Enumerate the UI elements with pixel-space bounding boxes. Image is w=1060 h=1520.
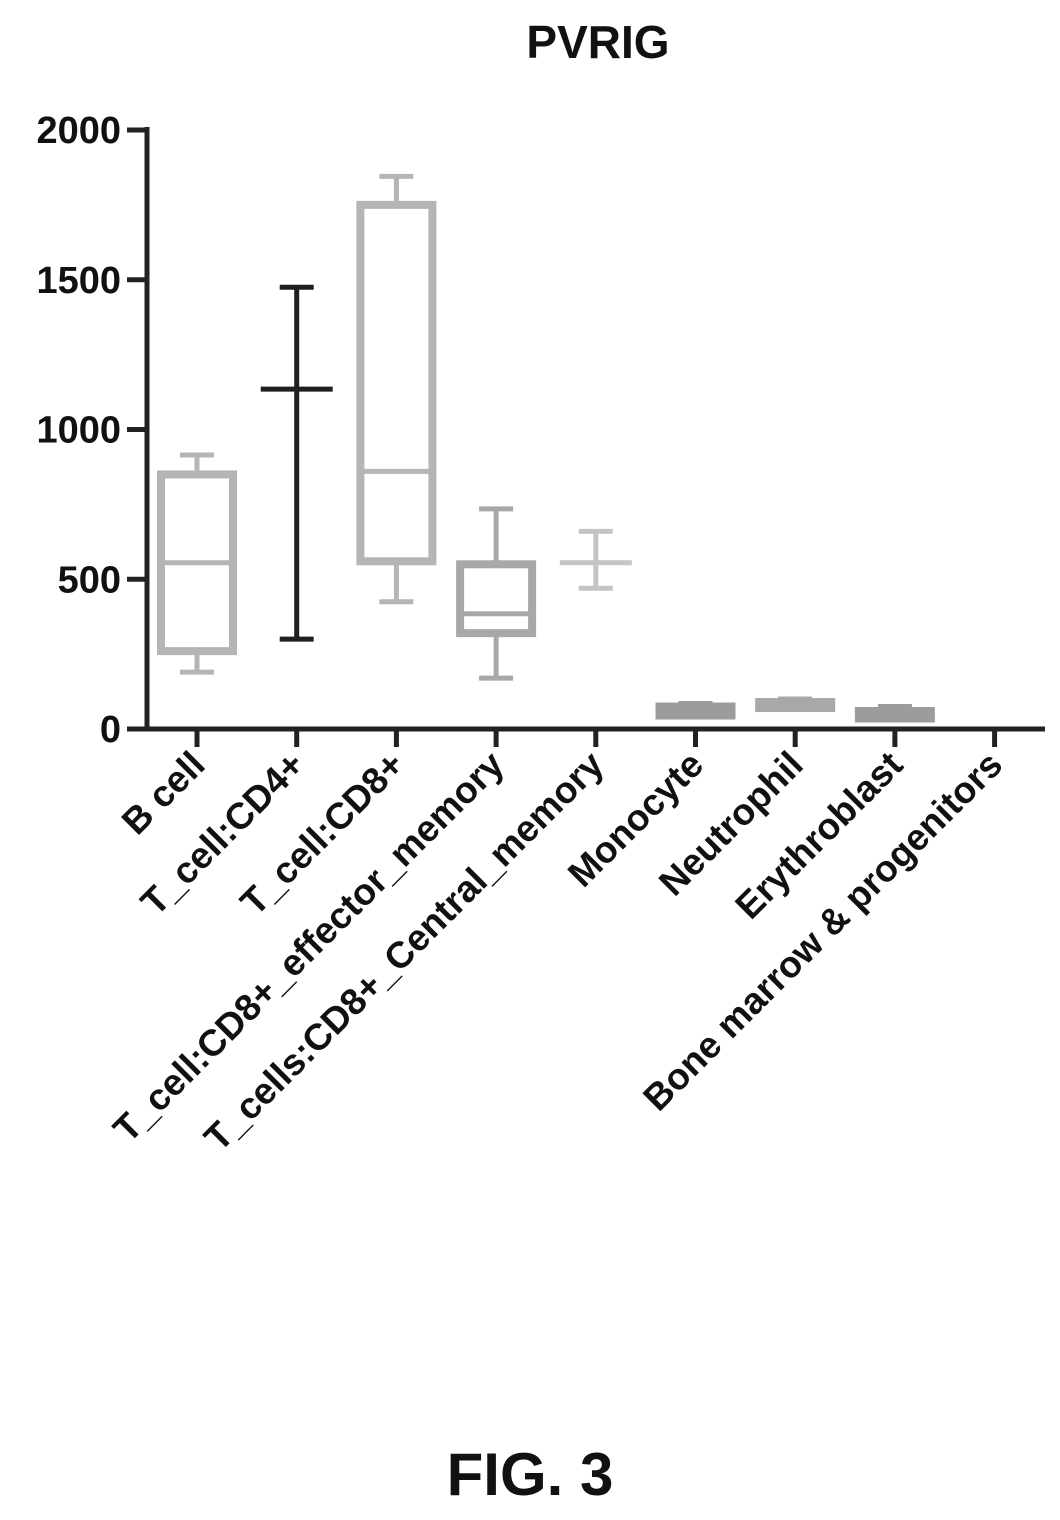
box-4 (559, 528, 632, 591)
y-tick-label: 1500 (36, 260, 121, 302)
box-1 (260, 284, 333, 642)
box-6 (755, 696, 836, 713)
y-axis-ticks: 0 500 1000 1500 2000 (36, 110, 147, 751)
iqr-box (356, 200, 437, 566)
box-5 (655, 701, 736, 720)
box-3 (456, 506, 537, 681)
iqr-box (456, 560, 537, 638)
box-series (157, 173, 935, 723)
y-tick-label: 0 (100, 709, 121, 751)
y-tick-label: 500 (58, 559, 121, 601)
y-tick-label: 1000 (36, 410, 121, 452)
figure-label: FIG. 3 (446, 1441, 614, 1508)
x-tick-label: B cell (114, 744, 213, 843)
box-2 (356, 173, 437, 605)
x-tick-label: Bone marrow & progenitors (635, 744, 1010, 1119)
chart-title: PVRIG (526, 16, 669, 68)
box-0 (157, 452, 237, 675)
x-axis-ticks: B cellT_cell:CD4+T_cell:CD8+T_cell:CD8+_… (105, 729, 1010, 1159)
box-7 (854, 704, 935, 723)
y-tick-label: 2000 (36, 110, 121, 152)
